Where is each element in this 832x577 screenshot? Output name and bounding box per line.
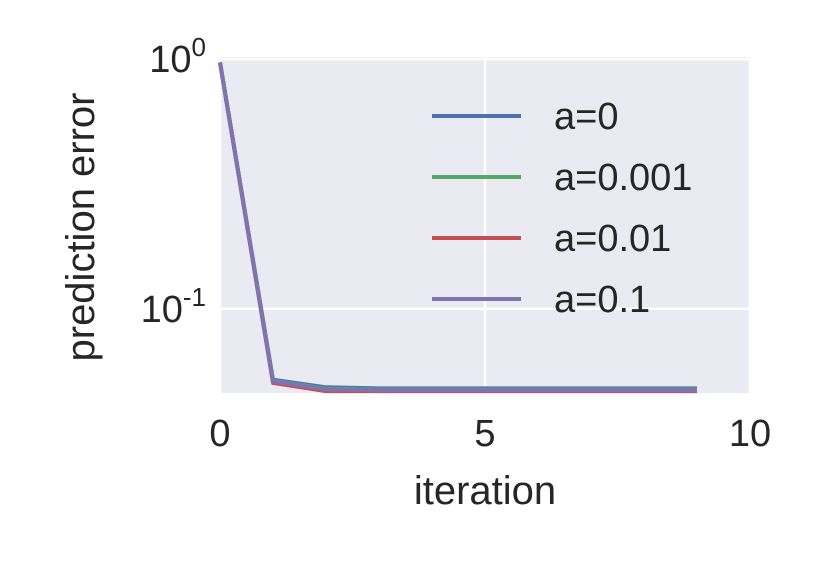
series-line-3	[218, 62, 697, 393]
x-tick-label-0: 0	[209, 413, 230, 455]
legend-item-0: a=0	[432, 96, 618, 138]
x-tick-labels: 0 5 10	[209, 413, 771, 455]
grid-lines	[218, 57, 752, 393]
legend-item-1: a=0.001	[432, 157, 692, 199]
legend-label-0: a=0	[554, 96, 618, 138]
legend: a=0 a=0.001 a=0.01 a=0.1	[432, 96, 692, 321]
y-tick-label-0: 100	[149, 32, 206, 81]
series-lines	[218, 62, 697, 394]
legend-label-1: a=0.001	[554, 157, 692, 199]
legend-item-2: a=0.01	[432, 218, 671, 260]
y-axis-label: prediction error	[59, 92, 103, 361]
legend-item-3: a=0.1	[432, 279, 650, 321]
x-axis-label: iteration	[414, 469, 556, 513]
legend-label-2: a=0.01	[554, 218, 671, 260]
x-tick-label-2: 10	[729, 413, 771, 455]
y-tick-labels: 100 10-1	[141, 32, 206, 331]
x-tick-label-1: 5	[474, 413, 495, 455]
legend-label-3: a=0.1	[554, 279, 650, 321]
y-tick-label-1: 10-1	[141, 282, 206, 331]
